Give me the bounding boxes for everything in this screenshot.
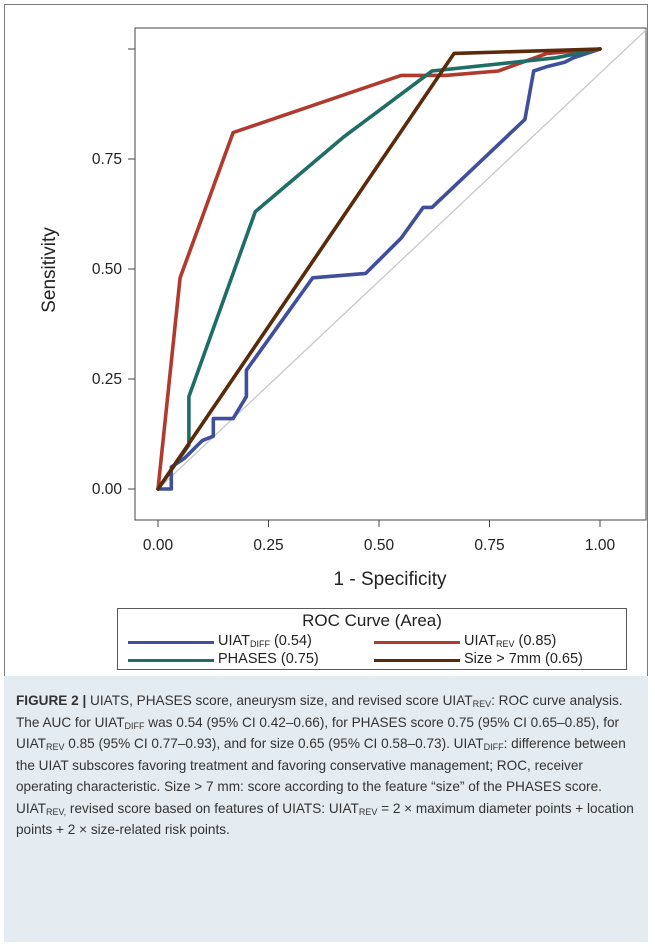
- caption-segment: : difference between the UIAT subscores …: [16, 736, 626, 816]
- caption-text: UIATS, PHASES score, aneurysm size, and …: [16, 693, 634, 837]
- roc-chart-svg: 0.00 0.25 0.50 0.75 1.00 0.00 0.25 0.50 0.75 1 -…: [39, 27, 647, 590]
- legend-label-size: Size > 7mm (0.65): [464, 651, 583, 667]
- x-tick-label: 0.00: [143, 537, 174, 554]
- caption-subscript: REV: [358, 806, 378, 817]
- caption-subscript: REV: [472, 699, 492, 709]
- caption-segment: UIATS, PHASES score, aneurysm size, and …: [86, 693, 473, 708]
- legend: ROC Curve (Area) UIATDIFF (0.54) UIATREV…: [117, 608, 627, 670]
- axis-ticks: 0.00 0.25 0.50 0.75 1.00 0.00 0.25 0.50 0.75: [92, 29, 647, 554]
- y-tick-label: 0.50: [92, 261, 123, 278]
- plot-border: [134, 27, 647, 521]
- series-line-uiat-rev: [156, 47, 602, 491]
- caption-segment: 0.85 (95% CI 0.77–0.93), and for size 0.…: [64, 736, 484, 751]
- legend-swatch-uiat-diff: [128, 641, 214, 644]
- reference-diagonal: [157, 29, 647, 490]
- caption-subscript: DIFF: [124, 720, 145, 731]
- legend-swatch-uiat-rev: [374, 641, 460, 644]
- legend-label-phases: PHASES (0.75): [218, 651, 319, 667]
- legend-label-uiat-rev: UIATREV (0.85): [464, 633, 557, 649]
- y-tick-label: 0.25: [92, 371, 122, 388]
- series-line-uiat-diff: [156, 47, 602, 491]
- x-axis-label: 1 - Specificity: [334, 569, 447, 590]
- x-tick-label: 0.75: [474, 537, 504, 554]
- x-tick-label: 0.25: [253, 537, 283, 554]
- legend-swatch-phases: [128, 659, 214, 662]
- legend-swatch-size: [374, 659, 460, 662]
- caption-segment: was 0.54 (95% CI 0.42–0.66), for PHASES …: [16, 714, 620, 752]
- y-tick-label: 0.00: [92, 481, 123, 498]
- caption-segment: = 2 × maximum diameter points + location…: [16, 800, 634, 838]
- x-tick-label: 0.50: [364, 537, 395, 554]
- series-line-phases: [156, 47, 602, 491]
- legend-label-uiat-diff: UIATDIFF (0.54): [218, 633, 312, 649]
- y-axis-label: Sensitivity: [39, 227, 60, 313]
- legend-title: ROC Curve (Area): [302, 611, 442, 630]
- caption-subscript: REV: [45, 742, 65, 752]
- series-line-size: [156, 47, 602, 491]
- caption-lead: FIGURE 2 |: [16, 693, 87, 708]
- y-tick-label: 0.75: [92, 151, 122, 168]
- series-group: [156, 47, 602, 491]
- caption-subscript: REV,: [45, 806, 67, 817]
- figure-caption: FIGURE 2 | UIATS, PHASES score, aneurysm…: [4, 676, 648, 942]
- caption-segment: : ROC curve analysis. The AUC for UIAT: [16, 693, 623, 730]
- x-tick-label: 1.00: [585, 537, 616, 554]
- caption-subscript: DIFF: [483, 742, 504, 752]
- caption-segment: revised score based on features of UIATS…: [66, 800, 359, 816]
- roc-plot: 0.00 0.25 0.50 0.75 1.00 0.00 0.25 0.50 0.75 1 -…: [8, 8, 648, 608]
